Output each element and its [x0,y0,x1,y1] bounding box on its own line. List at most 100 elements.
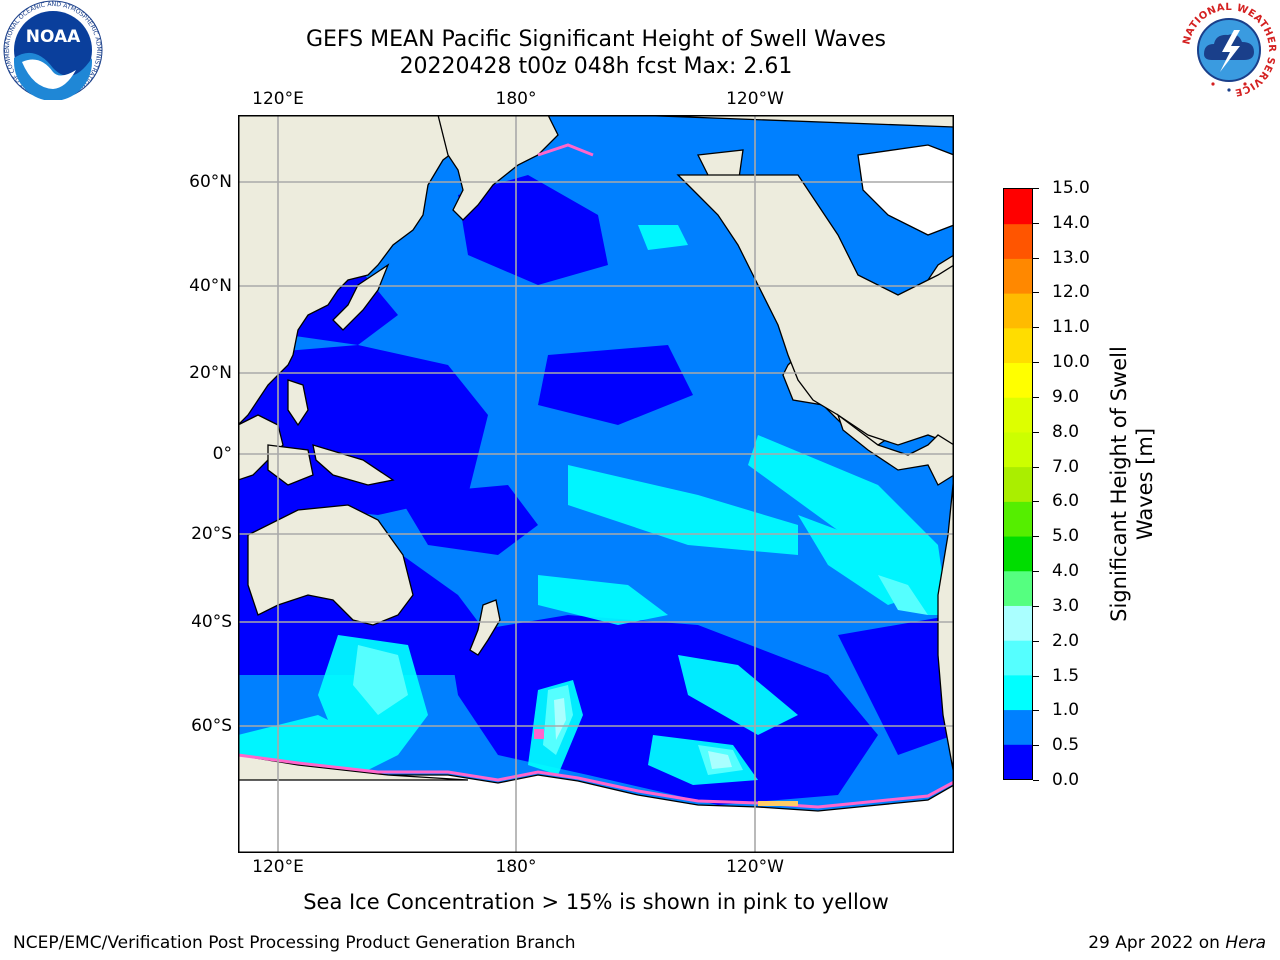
land-arctic-ice [857,144,954,236]
colorbar-tick [1033,396,1039,398]
lon-tick-top-180: 180° [495,89,537,109]
chart-subtitle: 20220428 t00z 048h fcst Max: 2.61 [399,54,793,79]
colorbar-cell [1004,674,1032,711]
footer-host: Hera [1225,933,1266,953]
colorbar-tick-label: 1.0 [1052,700,1080,721]
swell-max-zones [554,698,732,769]
lat-tick-20s: 20°S [191,524,232,544]
colorbar-tick [1033,571,1039,573]
colorbar-tick [1033,640,1039,642]
land-antarctica-peninsula [238,754,469,781]
colorbar-title: Significant Height of Swell Waves [m] [1106,274,1158,694]
colorbar-tick-label: 0.5 [1052,735,1080,756]
lon-tick-bottom-180: 180° [495,857,537,877]
colorbar-tick [1033,431,1039,433]
noaa-logo-text: NOAA [26,27,81,47]
colorbar-tick-label: 6.0 [1052,491,1080,512]
chart-title: GEFS MEAN Pacific Significant Height of … [305,27,887,52]
colorbar-cell [1004,709,1032,745]
nws-logo: NATIONAL WEATHER SERVICE [1181,2,1277,98]
graticule [238,115,954,853]
colorbar-tick [1033,362,1039,364]
land-central-america [836,413,954,486]
colorbar-cell [1004,223,1032,259]
colorbar-tick [1033,745,1039,747]
land-south-america [937,474,954,776]
colorbar-cell [1004,397,1032,433]
swell-height-map [238,115,954,853]
colorbar-tick-label: 13.0 [1052,247,1090,268]
colorbar-cell [1004,466,1032,502]
lat-tick-40n: 40°N [189,276,232,296]
lon-tick-top-120w: 120°W [726,89,784,109]
colorbar-tick-label: 15.0 [1052,178,1090,198]
lat-tick-60s: 60°S [191,716,232,736]
lon-tick-bottom-120e: 120°E [252,857,304,877]
land-masses [238,115,954,853]
land-asia [238,115,489,426]
sea-ice-spots [534,729,798,806]
colorbar-tick-label: 9.0 [1052,386,1080,407]
colorbar-cell [1004,501,1032,537]
land-new-guinea [312,444,395,486]
colorbar-tick [1033,536,1039,538]
colorbar-cell [1004,744,1032,779]
colorbar-tick-label: 4.0 [1052,561,1080,582]
colorbar-tick [1033,710,1039,712]
colorbar-tick-label: 1.5 [1052,665,1080,686]
colorbar-cell [1004,362,1032,398]
colorbar-tick-label: 10.0 [1052,352,1090,373]
lat-tick-20n: 20°N [189,363,232,383]
colorbar-cell [1004,640,1032,676]
colorbar-title-line2: Waves [m] [1133,427,1157,541]
colorbar-tick [1033,327,1039,329]
lat-tick-0: 0° [212,444,232,464]
colorbar-title-line1: Significant Height of Swell [1107,346,1131,622]
colorbar-tick-label: 12.0 [1052,282,1090,303]
noaa-logo: NATIONAL OCEANIC AND ATMOSPHERIC ADMINIS… [0,0,103,100]
colorbar [1003,188,1033,780]
colorbar-tick [1033,605,1039,607]
colorbar-tick-label: 2.0 [1052,630,1080,651]
sea-ice-caption: Sea Ice Concentration > 15% is shown in … [303,890,889,914]
land-new-zealand [469,599,501,656]
colorbar-tick-label: 11.0 [1052,317,1090,338]
colorbar-tick [1033,501,1039,503]
colorbar-tick [1033,466,1039,468]
land-borneo [267,444,314,486]
colorbar-tick-label: 14.0 [1052,212,1090,233]
footer-producer: NCEP/EMC/Verification Post Processing Pr… [13,933,576,953]
land-philippines [287,379,309,427]
colorbar-tick-label: 7.0 [1052,456,1080,477]
land-australia [247,504,414,626]
colorbar-cell [1004,258,1032,294]
colorbar-cell [1004,431,1032,468]
colorbar-tick [1033,222,1039,224]
footer-date: 29 Apr 2022 on Hera [1088,933,1266,953]
lat-tick-60n: 60°N [189,172,232,192]
colorbar-tick [1033,675,1039,677]
lon-tick-top-120e: 120°E [252,89,304,109]
colorbar-tick [1033,188,1039,189]
land-japan [332,263,390,331]
sea-ice [238,143,954,809]
lat-tick-40s: 40°S [191,612,232,632]
colorbar-tick-label: 5.0 [1052,526,1080,547]
colorbar-cell [1004,327,1032,364]
colorbar-tick [1033,292,1039,294]
land-north-america-west [676,174,954,446]
colorbar-cell [1004,536,1032,572]
map-frame [238,115,954,853]
colorbar-tick-label: 0.0 [1052,770,1080,790]
footer-date-text: 29 Apr 2022 on [1088,933,1226,953]
colorbar-tick [1033,780,1039,781]
colorbar-cell [1004,189,1032,225]
colorbar-cell [1004,293,1032,329]
colorbar-cell [1004,605,1032,641]
colorbar-tick-label: 3.0 [1052,595,1080,616]
land-kamchatka [437,115,559,221]
lon-tick-bottom-120w: 120°W [726,857,784,877]
colorbar-cell [1004,570,1032,606]
colorbar-tick-label: 8.0 [1052,421,1080,442]
colorbar-tick [1033,257,1039,259]
